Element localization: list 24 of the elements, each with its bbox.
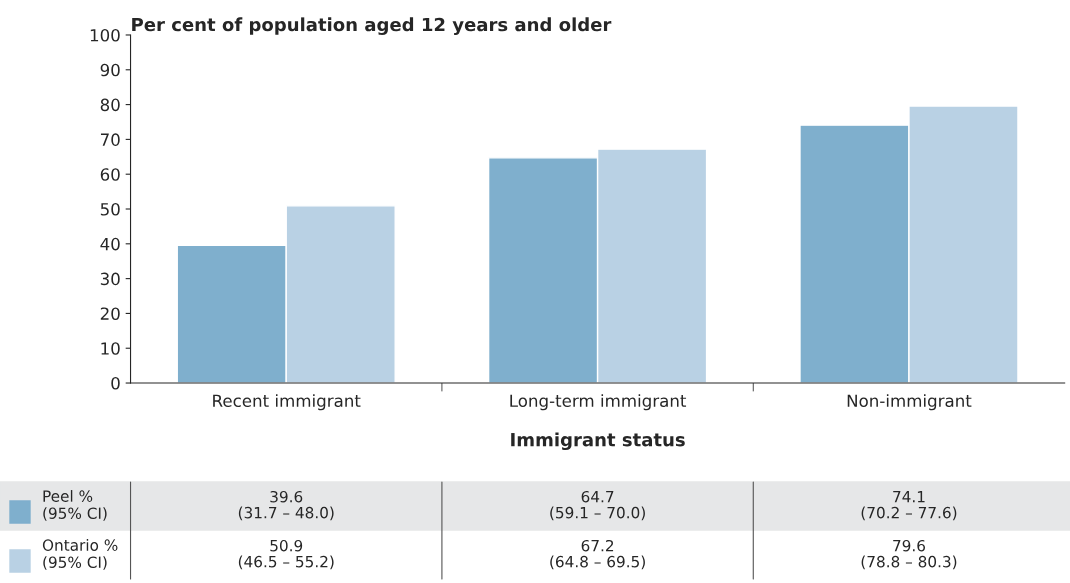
y-tick-label: 60 — [100, 168, 120, 181]
data-label: 74.1 (70.2 – 77.6) — [861, 491, 957, 521]
x-axis-title: Immigrant status — [511, 432, 685, 451]
data-label: 67.2 (64.8 – 69.5) — [550, 539, 645, 570]
y-tick-label: 70 — [100, 133, 120, 146]
y-tick-label: 20 — [100, 307, 120, 320]
y-tick-label: 50 — [100, 202, 120, 216]
data-label: 39.6 (31.7 – 48.0) — [238, 490, 334, 521]
y-tick-label: 10 — [101, 342, 120, 355]
y-tick-label: 30 — [100, 272, 120, 286]
y-axis-title: Per cent of population aged 12 years and older — [132, 17, 612, 35]
data-label: 79.6 (78.8 – 80.3) — [861, 539, 957, 570]
y-tick-label: 80 — [100, 98, 120, 112]
x-tick-label: Non-immigrant — [847, 394, 972, 411]
y-tick-label: 0 — [111, 376, 120, 390]
x-tick-label: Long-term immigrant — [510, 394, 687, 411]
legend-label: Ontario % (95% CI) — [42, 539, 118, 570]
y-tick-label: 40 — [100, 237, 120, 251]
y-tick-label: 100 — [90, 28, 120, 42]
y-tick-label: 90 — [100, 63, 120, 77]
data-label: 64.7 (59.1 – 70.0) — [550, 490, 645, 521]
legend-label: Peel % (95% CI) — [43, 490, 107, 521]
data-label: 50.9 (46.5 – 55.2) — [238, 539, 334, 570]
x-tick-label: Recent immigrant — [213, 394, 361, 411]
